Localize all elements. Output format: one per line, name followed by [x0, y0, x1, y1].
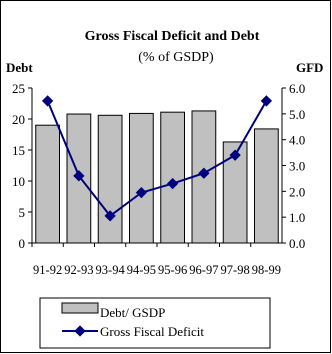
gfd-point-97-98	[229, 149, 241, 161]
x-tick-label: 98-99	[252, 263, 281, 277]
gfd-point-95-96	[166, 177, 179, 190]
gfd-point-91-92	[41, 95, 54, 107]
gfd-point-98-99	[260, 95, 273, 107]
debt-bar-93-94	[97, 114, 123, 244]
right-tick-label: 1.0	[289, 210, 305, 225]
legend-bar-label: Debt/ GSDP	[100, 305, 165, 320]
left-tick-label: 25	[12, 81, 25, 96]
x-tick-label: 96-97	[189, 263, 218, 277]
left-tick-label: 15	[12, 143, 25, 158]
gfd-point-96-97	[198, 167, 210, 179]
legend-line-label: Gross Fiscal Deficit	[100, 324, 204, 339]
debt-bar-91-92	[35, 124, 60, 244]
right-axis-label: GFD	[296, 60, 323, 75]
legend: Debt/ GSDP Gross Fiscal Deficit	[39, 297, 271, 349]
gfd-point-94-95	[135, 186, 148, 199]
x-tick-label: 97-98	[221, 263, 250, 277]
right-tick-label: 2.0	[289, 184, 305, 199]
gfd-line	[46, 100, 268, 218]
chart-subtitle: (% of GSDP)	[138, 50, 214, 65]
right-tick-label: 4.0	[289, 133, 305, 148]
left-tick-label: 0	[19, 236, 26, 251]
right-tick-label: 0.0	[289, 236, 305, 251]
left-tick-label: 5	[19, 205, 26, 220]
left-tick-label: 20	[12, 112, 25, 127]
right-tick-label: 3.0	[289, 159, 305, 174]
x-tick-label: 95-96	[158, 263, 187, 277]
legend-bar-swatch	[61, 302, 99, 314]
debt-bar-95-96	[160, 111, 185, 244]
debt-bar-98-99	[254, 128, 279, 244]
left-axis-label: Debt	[6, 60, 33, 75]
x-tick-label: 94-95	[127, 263, 156, 277]
debt-bar-94-95	[129, 112, 154, 244]
right-tick-label: 5.0	[289, 107, 305, 122]
left-tick-label: 10	[12, 174, 25, 189]
right-tick-label: 6.0	[289, 81, 305, 96]
x-tick-label: 93-94	[96, 263, 126, 277]
x-tick-label: 92-93	[64, 263, 93, 277]
x-tick-label: 91-92	[33, 263, 62, 277]
chart-title: Gross Fiscal Deficit and Debt	[85, 29, 260, 44]
